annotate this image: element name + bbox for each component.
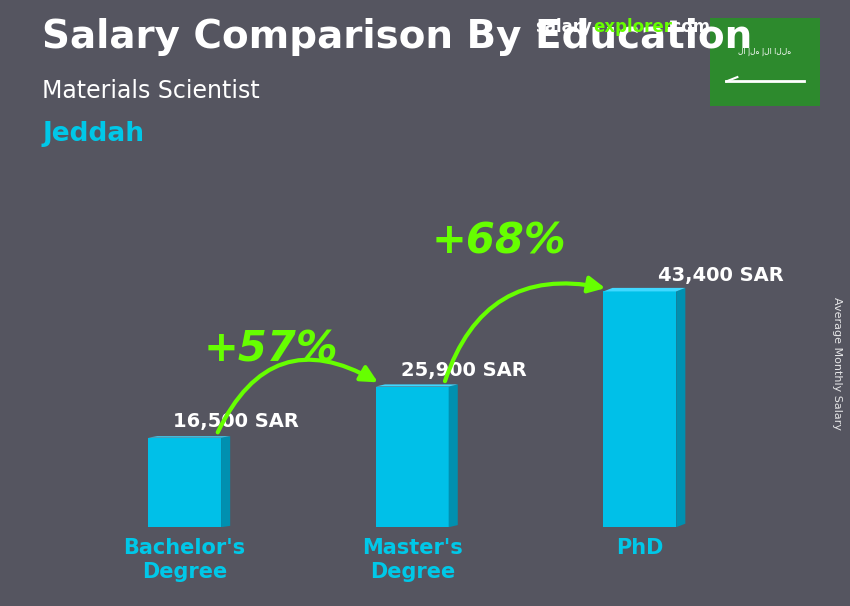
Text: salary: salary <box>536 18 592 36</box>
Polygon shape <box>677 288 685 527</box>
Text: Jeddah: Jeddah <box>42 121 144 147</box>
Text: 25,900 SAR: 25,900 SAR <box>401 361 527 380</box>
Polygon shape <box>376 384 458 387</box>
Polygon shape <box>148 436 230 438</box>
Text: Average Monthly Salary: Average Monthly Salary <box>832 297 842 430</box>
Text: .com: .com <box>666 18 711 36</box>
Polygon shape <box>449 384 458 527</box>
Text: +57%: +57% <box>204 328 338 370</box>
Bar <box>604 291 677 527</box>
Text: 16,500 SAR: 16,500 SAR <box>173 412 299 431</box>
Text: 43,400 SAR: 43,400 SAR <box>658 266 784 285</box>
Bar <box>148 438 221 527</box>
Text: +68%: +68% <box>432 220 566 262</box>
Polygon shape <box>221 436 230 527</box>
Text: Salary Comparison By Education: Salary Comparison By Education <box>42 18 753 56</box>
Text: لا إله إلا الله: لا إله إلا الله <box>739 47 791 56</box>
Text: Materials Scientist: Materials Scientist <box>42 79 260 103</box>
Polygon shape <box>604 288 685 291</box>
Bar <box>376 387 449 527</box>
Text: explorer: explorer <box>593 18 672 36</box>
